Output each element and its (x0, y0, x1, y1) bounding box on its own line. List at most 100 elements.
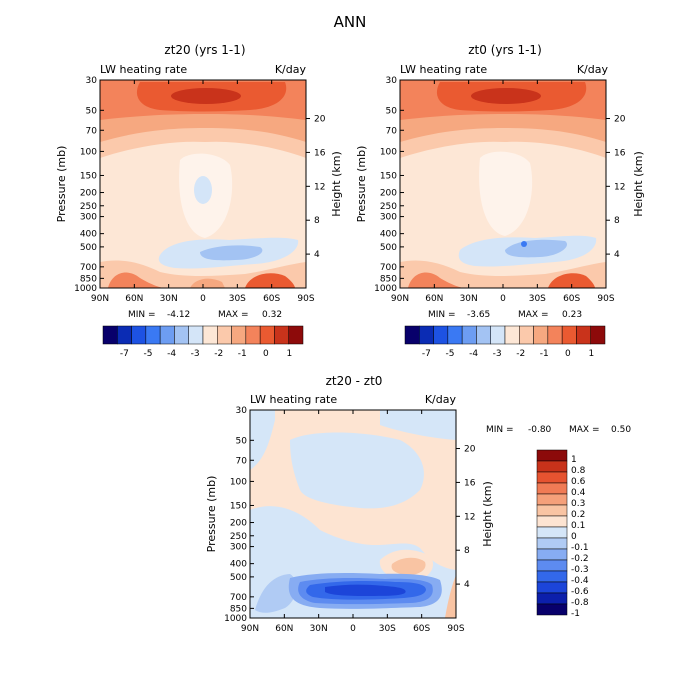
colorbar-label: -1 (540, 349, 549, 359)
colorbar: -7 -5 -4 -3 -2 -1 0 1 (404, 325, 606, 359)
colorbar-swatch (504, 325, 520, 345)
y-tick-label: 400 (380, 230, 397, 240)
y-tick-label: 150 (80, 171, 97, 181)
colorbar-swatch (131, 325, 147, 345)
colorbar-swatch (536, 526, 568, 539)
colorbar-swatch (245, 325, 261, 345)
y-tick-label: 70 (236, 456, 248, 466)
colorbar-label: -7 (422, 349, 431, 359)
colorbar-label: 1 (287, 349, 293, 359)
colorbar-swatch (259, 325, 275, 345)
max-value: 0.50 (611, 425, 631, 435)
y-tick-label: 30 (386, 76, 398, 86)
colorbar-swatch (274, 325, 289, 345)
y-tick-label: 150 (230, 501, 247, 511)
y-right-tick-label: 16 (614, 148, 626, 158)
min-label: MIN = (428, 310, 456, 320)
colorbar-swatch (145, 325, 161, 345)
colorbar-swatch (536, 449, 568, 462)
contour-band (255, 574, 297, 613)
y-tick-label: 150 (380, 171, 397, 181)
colorbar-swatch (519, 325, 534, 345)
y-tick-label: 700 (230, 593, 247, 603)
x-tick-label: 60N (275, 624, 293, 634)
contour-band (325, 584, 406, 596)
colorbar-swatch (217, 325, 232, 345)
contour-plot (400, 80, 606, 288)
colorbar-swatch (536, 493, 568, 506)
panel-title: zt0 (yrs 1-1) (468, 43, 542, 57)
colorbar-swatch (188, 325, 204, 345)
colorbar: 10.80.60.40.30.20.10-0.1-0.2-0.3-0.4-0.6… (536, 449, 589, 619)
colorbar-label: 0.8 (571, 466, 586, 476)
x-tick-label: 90S (597, 294, 614, 304)
contour-plot (100, 80, 306, 288)
x-tick-label: 0 (500, 294, 506, 304)
colorbar: -7 -5 -4 -3 -2 -1 0 1 (102, 325, 304, 359)
colorbar-swatch (433, 325, 449, 345)
colorbar-swatch (536, 559, 568, 572)
y-tick-label: 1000 (224, 614, 247, 624)
field-label: LW heating rate (100, 63, 187, 76)
colorbar-label: 0.1 (571, 521, 585, 531)
colorbar-swatch (547, 325, 563, 345)
y-right-tick-label: 8 (314, 216, 320, 226)
colorbar-label: -0.4 (571, 576, 589, 586)
colorbar-label: 0 (565, 349, 571, 359)
units-label: K/day (577, 63, 609, 76)
contour-band (194, 176, 212, 204)
contour-band (471, 88, 541, 104)
contour-band (479, 151, 533, 236)
colorbar-swatch (447, 325, 463, 345)
y-tick-label: 50 (86, 106, 98, 116)
y-axis-right: 20 16 12 8 4 (306, 115, 326, 260)
min-label: MIN = (128, 310, 156, 320)
colorbar-swatch (536, 504, 568, 517)
min-value: -3.65 (467, 310, 490, 320)
colorbar-swatch (231, 325, 247, 345)
y-tick-label: 200 (380, 189, 397, 199)
x-tick-label: 60N (125, 294, 143, 304)
colorbar-label: -0.3 (571, 565, 589, 575)
y-right-tick-label: 12 (314, 182, 325, 192)
y-tick-label: 500 (80, 243, 97, 253)
x-tick-label: 60S (413, 624, 430, 634)
colorbar-label: -0.6 (571, 587, 589, 597)
contour-band (171, 88, 241, 104)
x-tick-label: 30N (310, 624, 328, 634)
x-tick-label: 90N (91, 294, 109, 304)
x-tick-label: 30S (379, 624, 396, 634)
colorbar-label: 0.6 (571, 477, 586, 487)
y-axis-right: 20 16 12 8 4 (606, 115, 626, 260)
y-tick-label: 30 (86, 76, 98, 86)
colorbar-label: 1 (589, 349, 595, 359)
colorbar-swatch (490, 325, 506, 345)
colorbar-swatch (576, 325, 591, 345)
colorbar-swatch (536, 581, 568, 594)
y-tick-label: 850 (380, 274, 397, 284)
colorbar-label: -1 (571, 609, 580, 619)
panel-title: zt20 (yrs 1-1) (164, 43, 245, 57)
colorbar-swatch (476, 325, 491, 345)
panel-zt20: zt20 (yrs 1-1) LW heating rate K/day 90N… (55, 43, 343, 359)
colorbar-swatch (288, 325, 304, 345)
colorbar-label: 0.2 (571, 510, 585, 520)
colorbar-label: -3 (493, 349, 502, 359)
max-value: 0.32 (262, 310, 282, 320)
colorbar-swatch (536, 570, 568, 583)
min-label: MIN = (486, 425, 514, 435)
y-axis-label: Pressure (mb) (355, 146, 368, 223)
contour-band (250, 410, 275, 470)
y-tick-label: 300 (380, 213, 397, 223)
contour-plot (250, 410, 456, 618)
x-tick-label: 90N (391, 294, 409, 304)
colorbar-label: -5 (446, 349, 455, 359)
colorbar-swatch (461, 325, 477, 345)
x-tick-label: 60N (425, 294, 443, 304)
contour-band (290, 432, 424, 509)
colorbar-swatch (536, 482, 568, 495)
min-value: -0.80 (528, 425, 552, 435)
x-axis: 90N 60N 30N 0 30S 60S 90S (391, 80, 615, 304)
